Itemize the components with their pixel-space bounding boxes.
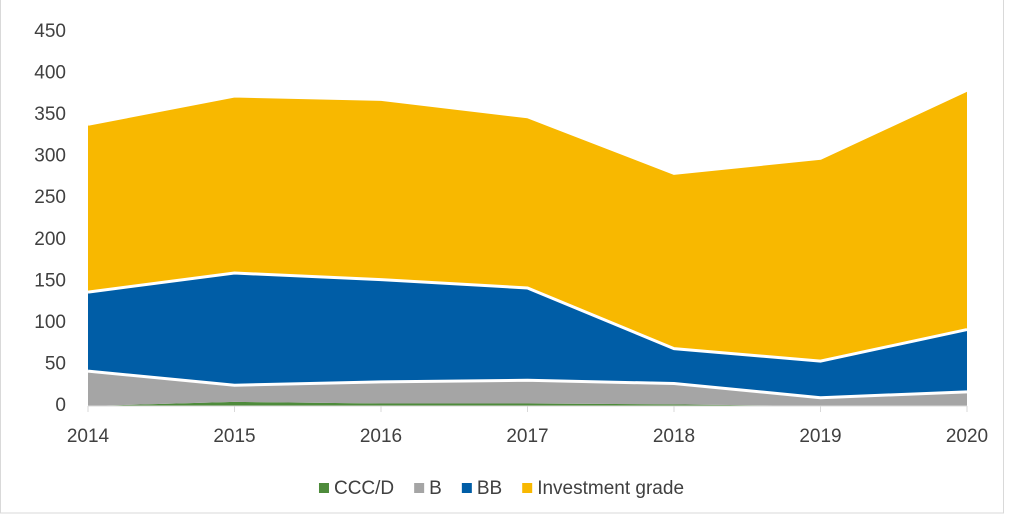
x-tick-label: 2014 — [67, 426, 110, 447]
legend-swatch — [522, 483, 533, 493]
chart-border — [0, 0, 1004, 514]
y-tick-label: 50 — [45, 353, 66, 374]
area — [88, 401, 967, 406]
area-edge — [87, 88, 968, 175]
y-tick-label: 300 — [34, 146, 66, 167]
x-tick-label: 2018 — [653, 426, 695, 447]
y-tick-label: 100 — [34, 312, 66, 333]
legend-swatch — [414, 483, 425, 493]
y-tick-label: 200 — [34, 229, 66, 250]
area — [88, 273, 967, 398]
area — [88, 90, 967, 362]
y-tick-label: 0 — [55, 395, 66, 416]
y-tick-label: 150 — [34, 270, 66, 291]
y-tick-label: 450 — [34, 21, 66, 42]
area-edge — [87, 271, 968, 363]
area-edge — [87, 369, 968, 400]
legend-swatch — [318, 483, 329, 493]
y-tick-label: 400 — [34, 63, 66, 84]
legend-swatch — [461, 483, 472, 493]
legend-label: B — [429, 478, 442, 499]
area — [88, 371, 967, 406]
x-tick-label: 2017 — [506, 426, 548, 447]
x-tick-label: 2016 — [360, 426, 402, 447]
y-tick-label: 350 — [34, 104, 66, 125]
y-tick-label: 250 — [34, 187, 66, 208]
x-tick-label: 2020 — [946, 426, 988, 447]
x-tick-label: 2019 — [799, 426, 841, 447]
legend-label: BB — [477, 478, 502, 499]
legend: CCC/D B BB Investment grade — [318, 478, 684, 499]
legend-label: CCC/D — [334, 478, 394, 499]
x-tick-label: 2015 — [213, 426, 255, 447]
legend-label: Investment grade — [537, 478, 684, 499]
